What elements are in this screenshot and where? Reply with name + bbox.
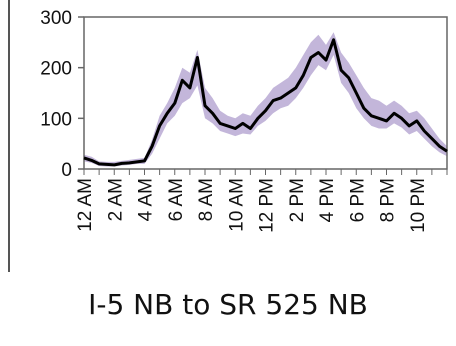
x-tick-label: 10 PM bbox=[408, 178, 429, 233]
x-tick-label: 6 AM bbox=[166, 178, 187, 221]
x-tick-label: 2 AM bbox=[105, 178, 126, 221]
x-tick-label: 10 AM bbox=[226, 178, 247, 232]
x-tick-label: 8 AM bbox=[196, 178, 217, 221]
y-tick-label: 200 bbox=[40, 59, 72, 80]
x-tick-label: 12 PM bbox=[257, 178, 278, 233]
series-layer bbox=[83, 38, 448, 167]
variability-band bbox=[84, 32, 447, 167]
x-tick-label: 2 PM bbox=[287, 178, 308, 222]
x-tick-labels: 12 AM 2 AM 4 AM 6 AM 8 AM 10 AM 12 PM 2 PM 4 PM 6… bbox=[75, 178, 429, 233]
y-tick-label: 300 bbox=[40, 8, 72, 29]
x-tick-label: 6 PM bbox=[347, 178, 368, 222]
x-tick-label: 8 PM bbox=[378, 178, 399, 222]
y-tick-label: 100 bbox=[40, 109, 72, 130]
y-tick-label: 0 bbox=[61, 160, 72, 181]
series-line bbox=[83, 38, 448, 167]
x-tick-label: 12 AM bbox=[75, 178, 96, 232]
x-tick-label: 4 AM bbox=[136, 178, 157, 221]
axes bbox=[8, 0, 448, 272]
chart-title: I-5 NB to SR 525 NB bbox=[88, 288, 368, 321]
plot-frame bbox=[83, 16, 448, 170]
y-tick-labels: 0 100 200 300 bbox=[40, 8, 72, 181]
band-layer bbox=[84, 32, 447, 167]
x-tick-label: 4 PM bbox=[317, 178, 338, 222]
